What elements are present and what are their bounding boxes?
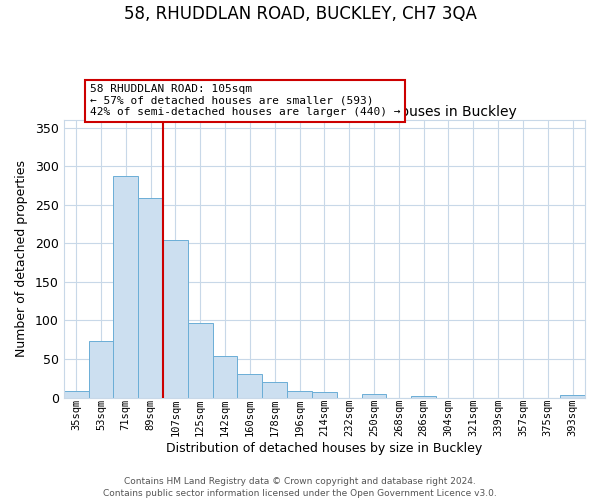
Bar bbox=[212, 356, 238, 398]
Title: Size of property relative to detached houses in Buckley: Size of property relative to detached ho… bbox=[132, 105, 517, 119]
Bar bbox=[64, 390, 89, 398]
Bar bbox=[238, 374, 262, 398]
X-axis label: Distribution of detached houses by size in Buckley: Distribution of detached houses by size … bbox=[166, 442, 482, 455]
Text: 58, RHUDDLAN ROAD, BUCKLEY, CH7 3QA: 58, RHUDDLAN ROAD, BUCKLEY, CH7 3QA bbox=[124, 5, 476, 23]
Bar bbox=[113, 176, 138, 398]
Text: Contains HM Land Registry data © Crown copyright and database right 2024.
Contai: Contains HM Land Registry data © Crown c… bbox=[103, 476, 497, 498]
Bar bbox=[560, 395, 585, 398]
Bar bbox=[362, 394, 386, 398]
Bar bbox=[287, 390, 312, 398]
Bar bbox=[89, 342, 113, 398]
Text: 58 RHUDDLAN ROAD: 105sqm
← 57% of detached houses are smaller (593)
42% of semi-: 58 RHUDDLAN ROAD: 105sqm ← 57% of detach… bbox=[90, 84, 400, 117]
Bar bbox=[188, 323, 212, 398]
Bar bbox=[262, 382, 287, 398]
Bar bbox=[138, 198, 163, 398]
Bar bbox=[163, 240, 188, 398]
Y-axis label: Number of detached properties: Number of detached properties bbox=[15, 160, 28, 358]
Bar bbox=[411, 396, 436, 398]
Bar bbox=[312, 392, 337, 398]
